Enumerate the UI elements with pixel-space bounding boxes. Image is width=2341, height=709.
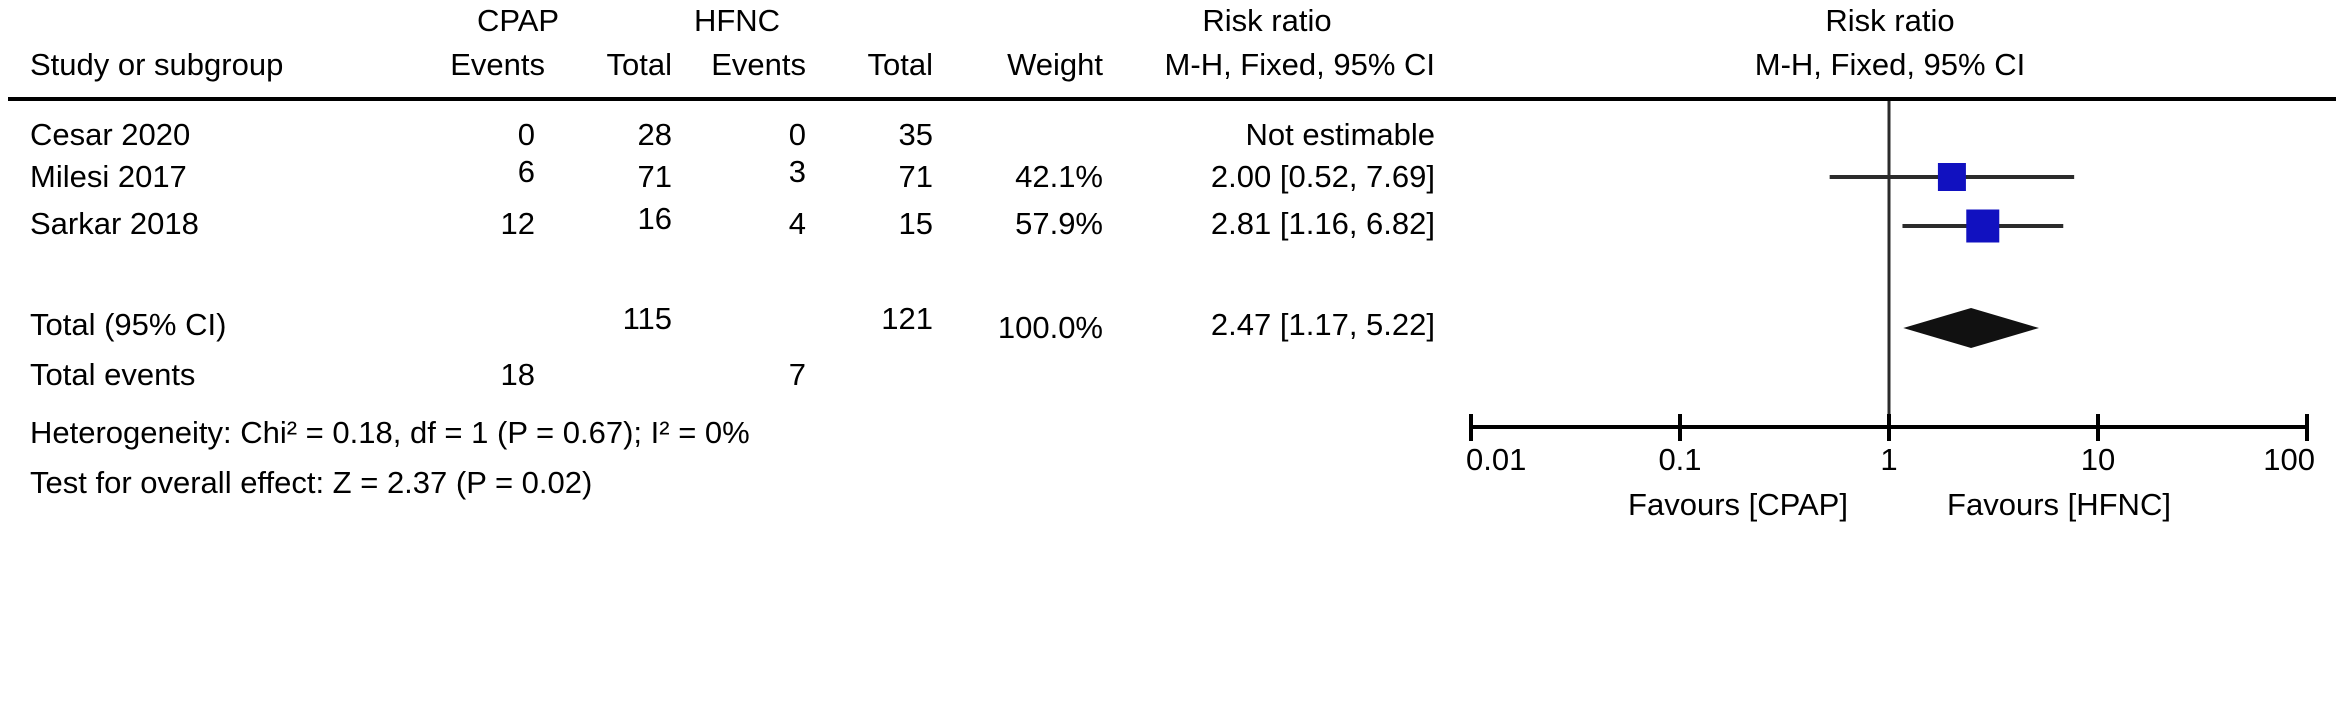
heterogeneity-text: Heterogeneity: Chi² = 0.18, df = 1 (P = … [30,415,750,450]
cpap-total: 16 [637,201,672,236]
total-events-hfnc: 7 [788,357,806,392]
hfnc-events: 3 [788,154,806,189]
total-ci: 2.47 [1.17, 5.22] [1210,307,1435,342]
hfnc-total: 35 [898,117,933,152]
axis-tick-label: 100 [2263,442,2315,477]
cpap-events: 6 [517,154,535,189]
col-header-mh-table: M-H, Fixed, 95% CI [1164,47,1435,82]
estimate-ci: 2.00 [0.52, 7.69] [1210,159,1435,194]
weight: 42.1% [1015,159,1103,194]
estimate-ci: Not estimable [1245,117,1435,152]
group-header-risk-ratio-plot: Risk ratio [1825,3,1955,38]
col-header-hfnc-events: Events [711,47,806,82]
total-events-cpap: 18 [500,357,535,392]
axis-tick-label: 0.01 [1466,442,1526,477]
col-header-cpap-total: Total [606,47,672,82]
cpap-events: 0 [517,117,535,152]
cpap-total: 28 [637,117,672,152]
col-header-hfnc-total: Total [867,47,933,82]
overall-effect-text: Test for overall effect: Z = 2.37 (P = 0… [30,465,593,500]
col-header-study: Study or subgroup [30,47,284,82]
col-header-cpap-events: Events [450,47,545,82]
header-separator-line [8,97,2336,101]
group-header-hfnc: HFNC [693,3,781,38]
axis-tick-label: 0.1 [1658,442,1701,477]
total-events-label: Total events [30,357,196,392]
hfnc-events: 0 [788,117,806,152]
summary-diamond [1903,308,2039,348]
col-header-mh-plot: M-H, Fixed, 95% CI [1754,47,2026,82]
study-square [1937,163,1966,191]
hfnc-total: 71 [898,159,933,194]
group-header-cpap: CPAP [476,3,560,38]
total-cpap-total: 115 [622,301,672,336]
hfnc-total: 15 [898,206,933,241]
col-header-weight: Weight [1007,47,1103,82]
cpap-total: 71 [637,159,672,194]
total-weight: 100.0% [997,310,1103,345]
study-label: Milesi 2017 [30,159,187,194]
favours-left-label: Favours [CPAP] [1628,487,1848,522]
axis-tick-label: 10 [2081,442,2115,477]
study-square [1966,209,2000,243]
hfnc-events: 4 [788,206,806,241]
group-header-risk-ratio-table: Risk ratio [1202,3,1332,38]
cpap-events: 12 [500,206,535,241]
study-label: Sarkar 2018 [30,206,199,241]
total-label: Total (95% CI) [30,307,227,342]
weight: 57.9% [1015,206,1103,241]
axis-tick-label: 1 [1880,442,1897,477]
estimate-ci: 2.81 [1.16, 6.82] [1210,206,1435,241]
study-label: Cesar 2020 [30,117,191,152]
favours-right-label: Favours [HFNC] [1947,487,2171,522]
total-hfnc-total: 121 [881,301,933,336]
